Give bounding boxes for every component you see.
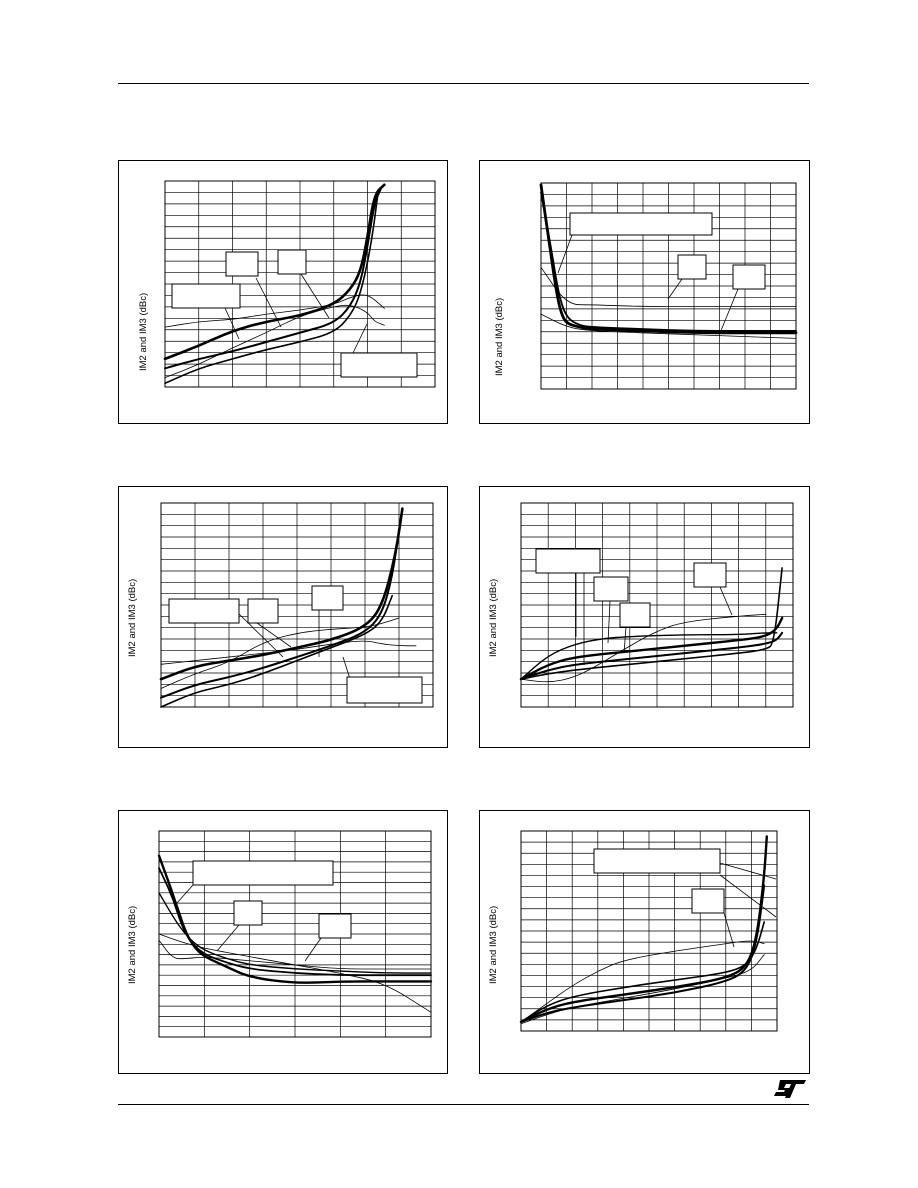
- figure-panel-1: IM2 and IM3 (dBc): [118, 160, 448, 424]
- leader-line: [719, 862, 777, 880]
- y-axis-label-2: IM2 and IM3 (dBc): [494, 297, 505, 376]
- annotation-box: [171, 283, 241, 309]
- series-line-5: [158, 939, 432, 970]
- series-line-5: [520, 613, 767, 683]
- series-line-2: [160, 529, 400, 699]
- figure-panel-6: IM2 and IM3 (dBc): [479, 810, 810, 1074]
- series-line-4: [160, 617, 400, 689]
- annotation-box: [346, 676, 423, 704]
- annotation-box: [677, 254, 707, 280]
- series-line-3: [520, 567, 783, 680]
- leader-line: [667, 278, 683, 300]
- series-line-1: [163, 183, 386, 361]
- y-axis-label-1: IM2 and IM3 (dBc): [138, 292, 149, 371]
- annotation-box: [535, 548, 601, 574]
- chart-6: [519, 830, 778, 1032]
- chart-2: [539, 182, 798, 390]
- chart-3: [159, 502, 434, 708]
- annotation-box: [277, 249, 307, 275]
- series-line-1: [519, 616, 784, 681]
- leader-line: [224, 307, 240, 340]
- series-line-4: [158, 933, 432, 1013]
- chart-5: [157, 830, 433, 1038]
- series-line-4: [540, 313, 797, 339]
- annotation-box: [247, 598, 279, 624]
- header-rule: [118, 83, 809, 84]
- annotation-box: [311, 585, 344, 611]
- series-line-3: [160, 594, 393, 708]
- series-line-2: [164, 187, 382, 370]
- leader-line: [304, 937, 322, 962]
- annotation-box: [318, 913, 352, 939]
- annotation-box: [593, 848, 721, 874]
- figure-panel-2: IM2 and IM3 (dBc): [479, 160, 810, 424]
- footer-rule: [118, 1104, 809, 1105]
- annotation-box: [619, 602, 651, 628]
- figure-panel-4: IM2 and IM3 (dBc): [479, 486, 810, 748]
- y-axis-label-5: IM2 and IM3 (dBc): [127, 905, 138, 984]
- leader-line: [719, 288, 739, 334]
- leader-line: [719, 874, 777, 918]
- series-line-1: [539, 183, 798, 335]
- series-line-3: [164, 195, 379, 385]
- series-line-2: [158, 867, 432, 977]
- annotation-box: [340, 352, 418, 378]
- annotation-box: [233, 900, 263, 926]
- series-line-1: [159, 507, 404, 681]
- series-line-4: [520, 632, 778, 680]
- leader-line: [719, 586, 733, 616]
- leader-line: [607, 600, 611, 644]
- y-axis-label-3: IM2 and IM3 (dBc): [127, 578, 138, 657]
- series-line-2: [540, 191, 797, 332]
- annotation-box: [225, 251, 259, 277]
- annotation-box: [192, 860, 334, 886]
- st-logo-icon: [774, 1080, 806, 1098]
- series-line-2: [520, 631, 784, 681]
- figure-panel-5: IM2 and IM3 (dBc): [118, 810, 448, 1074]
- series-line-5: [160, 640, 417, 665]
- series-line-5: [520, 954, 765, 1025]
- leader-line: [216, 924, 240, 952]
- series-line-4: [520, 940, 765, 1023]
- series-line-3: [540, 266, 797, 307]
- annotation-box: [168, 598, 240, 624]
- annotation-box: [691, 888, 725, 914]
- series-line-5: [164, 304, 385, 378]
- leader-line: [300, 273, 330, 319]
- annotation-box: [593, 576, 629, 602]
- leader-line: [623, 626, 627, 654]
- series-line-3: [520, 921, 765, 1023]
- leader-line: [236, 611, 284, 658]
- leader-line: [256, 622, 292, 648]
- chart-1: [163, 180, 436, 388]
- leader-line: [723, 912, 735, 948]
- annotation-box: [569, 212, 713, 236]
- annotation-box: [732, 264, 766, 290]
- y-axis-label-6: IM2 and IM3 (dBc): [488, 905, 499, 984]
- leader-line: [176, 884, 194, 904]
- series-line-2: [520, 884, 766, 1023]
- y-axis-label-4: IM2 and IM3 (dBc): [488, 578, 499, 657]
- leader-line: [352, 323, 368, 354]
- annotation-box: [693, 562, 727, 588]
- series-line-4: [164, 294, 385, 328]
- chart-4: [519, 502, 794, 708]
- leader-line: [557, 234, 573, 274]
- figure-panel-3: IM2 and IM3 (dBc): [118, 486, 448, 748]
